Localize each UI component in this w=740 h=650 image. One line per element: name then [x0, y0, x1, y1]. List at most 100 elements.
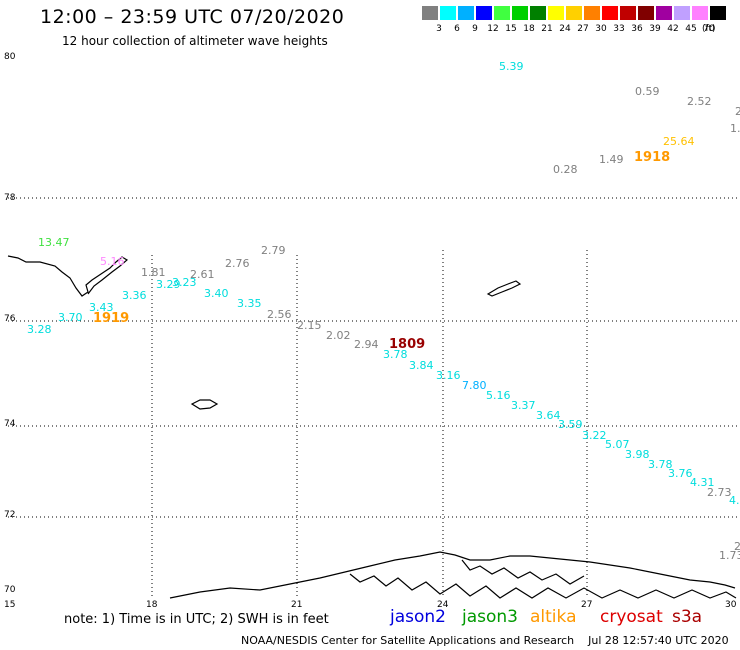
wave-height-value: 2 — [735, 105, 740, 118]
satellite-name-cryosat: cryosat — [600, 607, 663, 627]
pass-time-stamp: 1919 — [93, 311, 130, 326]
legend-label: 30 — [595, 24, 607, 34]
lon-label-30: 30 — [725, 600, 737, 610]
legend-swatch — [548, 6, 564, 20]
wave-height-value: 4. — [729, 494, 740, 507]
wave-height-value: 0.28 — [553, 163, 578, 176]
wave-height-value: 2.52 — [687, 95, 712, 108]
legend-label: 45 — [685, 24, 697, 34]
legend-label: 39 — [649, 24, 661, 34]
wave-height-value: 2.15 — [297, 319, 322, 332]
bjornoya — [190, 399, 219, 410]
norway-coast — [169, 551, 736, 599]
wave-height-value: 5.07 — [605, 438, 630, 451]
credit-line: NOAA/NESDIS Center for Satellite Applica… — [241, 634, 729, 647]
legend-swatch — [620, 6, 636, 20]
svalbard-coast — [7, 255, 129, 297]
wave-height-value: 7.80 — [462, 379, 487, 392]
legend-label: 3 — [436, 24, 442, 34]
wave-height-value: 3.37 — [511, 399, 536, 412]
wave-height-value: 2.02 — [326, 329, 351, 342]
wave-height-value: 3.84 — [409, 359, 434, 372]
lat-label-72: 72 — [4, 510, 16, 520]
legend-swatch — [656, 6, 672, 20]
wave-height-value: 1.49 — [599, 153, 624, 166]
map-title: 12:00 – 23:59 UTC 07/20/2020 — [40, 6, 345, 28]
lat-label-74: 74 — [4, 419, 16, 429]
wave-height-value: 2.56 — [267, 308, 292, 321]
wave-height-value: 25.64 — [663, 135, 695, 148]
legend-swatch — [458, 6, 474, 20]
legend-swatch — [566, 6, 582, 20]
wave-height-value: 3.70 — [58, 311, 83, 324]
wave-height-value: 3.22 — [582, 429, 607, 442]
legend-label: 24 — [559, 24, 571, 34]
pass-time-stamp: 1918 — [634, 150, 671, 165]
wave-height-value: 2 — [734, 540, 740, 553]
wave-height-value: 3.16 — [436, 369, 461, 382]
satellite-name-altika: altika — [530, 607, 577, 627]
satellite-name-jason3: jason3 — [462, 607, 518, 627]
legend-swatch — [476, 6, 492, 20]
legend-swatch — [602, 6, 618, 20]
wave-height-value: 3.43 — [89, 301, 114, 314]
lon-label-27: 27 — [581, 600, 593, 610]
wave-height-value: 3.35 — [237, 297, 262, 310]
legend-swatch — [584, 6, 600, 20]
wave-height-value: 1.73 — [719, 549, 740, 562]
wave-height-value: 1.81 — [141, 266, 166, 279]
lat-label-80: 80 — [4, 52, 16, 62]
wave-height-value: 1. — [730, 122, 740, 135]
wave-height-value: 5.39 — [499, 60, 524, 73]
coastlines — [7, 255, 737, 599]
kong-karls-land — [486, 280, 522, 297]
lon-label-15: 15 — [4, 600, 16, 610]
legend-swatch — [512, 6, 528, 20]
wave-height-value: 3.64 — [536, 409, 561, 422]
lon-label-21: 21 — [291, 600, 303, 610]
legend-swatch — [692, 6, 708, 20]
wave-height-value: 3.78 — [648, 458, 673, 471]
legend-swatch — [638, 6, 654, 20]
wave-height-value: 13.47 — [38, 236, 70, 249]
legend-label: 21 — [541, 24, 553, 34]
lon-label-24: 24 — [437, 600, 449, 610]
lat-label-76: 76 — [4, 314, 16, 324]
norway-islands — [461, 559, 585, 585]
legend-swatch — [710, 6, 726, 20]
wave-height-value: 3.40 — [204, 287, 229, 300]
wave-height-value: 2.79 — [261, 244, 286, 257]
legend-swatch — [530, 6, 546, 20]
pass-time-stamp: 1809 — [389, 337, 426, 352]
legend-label: 27 — [577, 24, 589, 34]
wave-height-value: 4.31 — [690, 476, 715, 489]
legend-swatch — [674, 6, 690, 20]
wave-height-value: 3.23 — [172, 276, 197, 289]
wave-height-value: 2.94 — [354, 338, 379, 351]
map-frame — [8, 60, 739, 598]
wave-height-value: 3.78 — [383, 348, 408, 361]
wave-height-value: 2.76 — [225, 257, 250, 270]
map-subtitle: 12 hour collection of altimeter wave hei… — [62, 34, 328, 48]
satellite-name-jason2: jason2 — [390, 607, 446, 627]
footnote: note: 1) Time is in UTC; 2) SWH is in fe… — [64, 612, 329, 627]
lon-label-18: 18 — [146, 600, 158, 610]
wave-height-value: 5.16 — [100, 255, 125, 268]
legend-label: 36 — [631, 24, 643, 34]
wave-height-value: 3.28 — [27, 323, 52, 336]
legend-label: 6 — [454, 24, 460, 34]
satellite-name-s3a: s3a — [672, 607, 703, 627]
legend-swatch — [494, 6, 510, 20]
wave-height-value: 2.73 — [707, 486, 732, 499]
wave-height-value: 3.36 — [122, 289, 147, 302]
legend-label: 15 — [505, 24, 517, 34]
wave-height-value: 5.16 — [486, 389, 511, 402]
legend-swatch — [422, 6, 438, 20]
wave-height-value: 2.61 — [190, 268, 215, 281]
legend-label: 18 — [523, 24, 535, 34]
lat-label-70: 70 — [4, 585, 16, 595]
legend-label: 70 — [703, 24, 715, 34]
wave-height-value: 3.29 — [156, 278, 181, 291]
legend-swatch — [440, 6, 456, 20]
